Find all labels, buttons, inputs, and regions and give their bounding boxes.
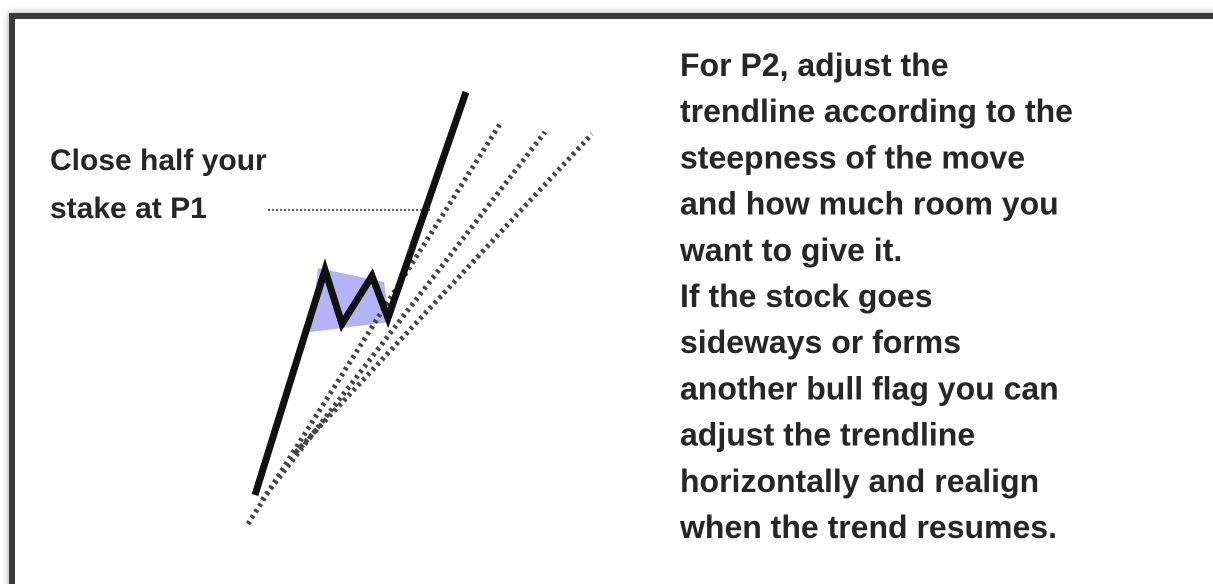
note-line: and how much room you (680, 186, 1059, 222)
note-line: adjust the trendline (680, 417, 975, 453)
note-block: For P2, adjust the trendline according to… (679, 47, 1073, 545)
note-line: If the stock goes (680, 278, 933, 314)
label-block: Close half your stake at P1 (50, 144, 267, 225)
note-line: trendline according to the (680, 93, 1073, 129)
label-line: stake at P1 (50, 192, 207, 225)
note-line: For P2, adjust the (680, 47, 948, 83)
note-line: horizontally and realign (680, 463, 1039, 499)
note-line: steepness of the move (680, 139, 1025, 175)
label-line: Close half your (50, 144, 267, 177)
trendline (260, 130, 547, 502)
note-line: another bull flag you can (680, 370, 1059, 406)
frame (9, 13, 1213, 584)
price-path (251, 90, 470, 497)
note-line: when the trend resumes. (679, 509, 1057, 545)
trendline (245, 122, 503, 526)
note-line: want to give it. (679, 232, 902, 268)
note-line: sideways or forms (680, 324, 961, 360)
trendlines (245, 122, 594, 526)
trendline (294, 132, 594, 454)
